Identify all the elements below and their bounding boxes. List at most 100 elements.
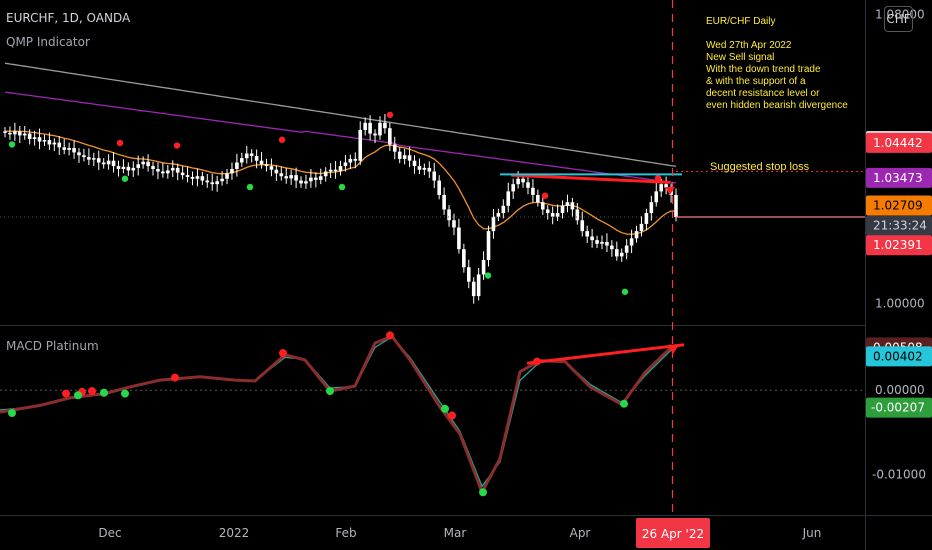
candle-body [639,223,644,232]
candle-body [629,238,634,246]
candle-body [52,142,57,145]
candle-body [146,161,150,167]
annotation-line: even hidden bearish divergence [706,100,848,111]
macd-value-label: -0.00207 [871,401,925,415]
candle-body [136,164,141,168]
candle-body [526,182,530,188]
candle-body [18,131,22,136]
candle-body [674,195,678,218]
indicator-name[interactable]: QMP Indicator [6,35,90,49]
currency-button[interactable]: CHF [884,6,913,32]
price-label-bg [866,132,932,153]
candle-body [8,132,12,135]
candle-body [240,158,244,163]
ema-orange-line [4,130,677,235]
candle-body [427,167,432,172]
candle-body [111,160,116,167]
candle-body [259,160,264,165]
candle-body [397,151,402,159]
candle-body [531,187,535,195]
candle-body [92,158,96,160]
candle-body [116,166,121,169]
candle-body [294,175,298,181]
price-label: 21:33:24 [873,219,927,233]
candle-body [605,241,609,246]
macd-tick-label: 0.00000 [875,383,925,397]
candle-body [422,167,427,170]
symbol-line[interactable]: EURCHF, 1D, OANDA [6,11,131,25]
buy-signal-dot [121,175,129,182]
candle-body [47,140,52,145]
candle-body [412,160,417,167]
candle-body [200,176,205,181]
candle-body [388,128,392,145]
macd-title[interactable]: MACD Platinum [6,339,99,353]
candle-body [644,213,649,224]
macd-buy-dot [8,408,16,417]
time-tick-label: Feb [335,526,356,540]
candle-body [309,177,313,182]
macd-value-label: 0.00402 [873,349,923,363]
macd-sell-dot [171,373,179,382]
candle-body [353,158,358,161]
candle-body [225,173,229,179]
candle-body [491,216,496,232]
candle-body [486,231,491,260]
candle-body [185,175,190,177]
candle-body [77,152,81,156]
annotation-line: New Sell signal [706,52,775,63]
ma-purple-line [4,91,677,184]
trend-drawings [0,0,865,515]
annotation-line: Wed 27th Apr 2022 [706,40,792,51]
candle-body [590,236,594,241]
macd-line [0,334,674,496]
candle-body [274,169,279,174]
macd-sell-dot [448,411,456,420]
annotation-title: EUR/CHF Daily [706,16,776,27]
price-label-bg [866,215,932,236]
candle-body [600,241,604,244]
macd-value-label-bg [866,346,932,367]
macd-buy-dot [74,391,82,400]
candle-body [220,178,224,182]
sell-signal-dot [386,111,394,119]
candle-body [151,166,155,169]
buy-signal-dot [484,272,492,279]
candle-body [363,122,367,130]
candle-body [432,171,437,181]
candle-body [3,131,7,133]
candle-body [555,213,560,217]
candle-body [314,177,318,180]
candle-body [506,191,511,206]
candle-body [624,245,629,253]
candle-body [501,205,506,214]
candle-body [82,155,86,158]
price-label-bg [866,195,932,216]
sell-signal-dot [173,142,181,149]
sell-signal-dot [654,174,662,182]
resistance-trendline [510,173,671,184]
macd-value-label-bg [866,397,932,418]
candle-body [407,155,412,161]
candle-body [87,157,91,160]
candle-body [368,122,372,134]
candle-body [560,205,565,214]
price-label: 1.02391 [873,238,923,252]
candle-body [323,171,328,177]
time-tick-label: Dec [98,526,121,540]
candle-body [195,176,200,179]
candle-body [511,184,515,192]
candle-body [358,130,363,161]
candle-body [457,227,461,250]
candle-body [447,209,451,221]
candle-body [614,249,619,257]
candle-body [101,162,106,165]
qmp-signals [8,111,662,295]
time-tick-label: Mar [444,526,467,540]
candle-body [62,147,67,150]
macd-lines [0,334,865,496]
candle-body [437,180,441,195]
candle-body [442,195,446,210]
moving-averages [4,62,677,235]
macd-buy-dot [121,389,129,398]
